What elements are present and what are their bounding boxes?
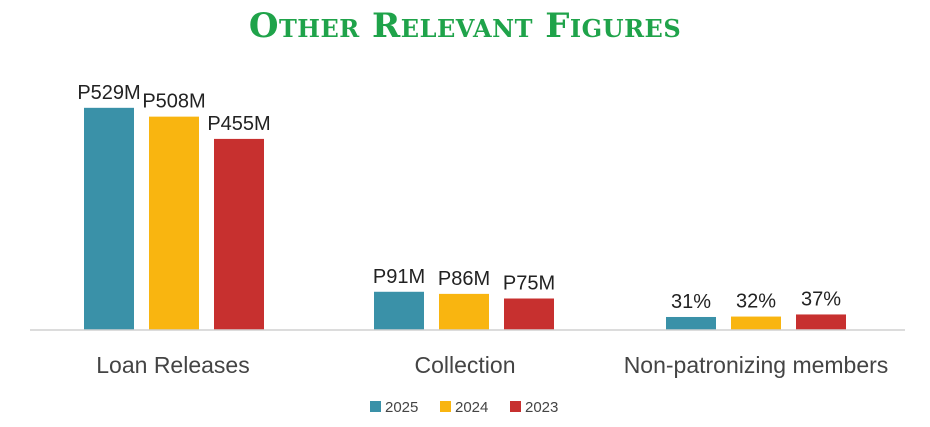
bar-2024-loan-releases <box>149 116 199 330</box>
data-label: P508M <box>142 91 205 113</box>
data-label: 37% <box>801 288 841 310</box>
data-label: P455M <box>207 113 270 135</box>
category-label: Collection <box>415 352 516 378</box>
bar-2023-loan-releases <box>214 138 264 330</box>
legend-swatch-2025 <box>370 401 381 412</box>
category-label: Loan Releases <box>96 352 249 378</box>
data-label: P86M <box>438 268 490 290</box>
bar-2023-collection <box>504 298 554 330</box>
bar-2023-non-patronizing-members <box>796 314 846 330</box>
legend-swatch-2023 <box>510 401 521 412</box>
data-label: P529M <box>77 82 140 104</box>
legend-label-2024: 2024 <box>455 399 488 416</box>
bar-2024-collection <box>439 293 489 330</box>
data-label: P91M <box>373 266 425 288</box>
legend-label-2025: 2025 <box>385 399 418 416</box>
data-label: 32% <box>736 291 776 313</box>
legend-label-2023: 2023 <box>525 399 558 416</box>
legend-swatch-2024 <box>440 401 451 412</box>
data-label: 31% <box>671 291 711 313</box>
bar-2025-collection <box>374 291 424 330</box>
chart-title: Other Relevant Figures <box>248 6 682 46</box>
data-label: P75M <box>503 273 555 295</box>
bar-2025-loan-releases <box>84 107 134 330</box>
bar-2025-non-patronizing-members <box>666 316 716 330</box>
bar-2024-non-patronizing-members <box>731 316 781 330</box>
category-label: Non-patronizing members <box>624 352 889 378</box>
